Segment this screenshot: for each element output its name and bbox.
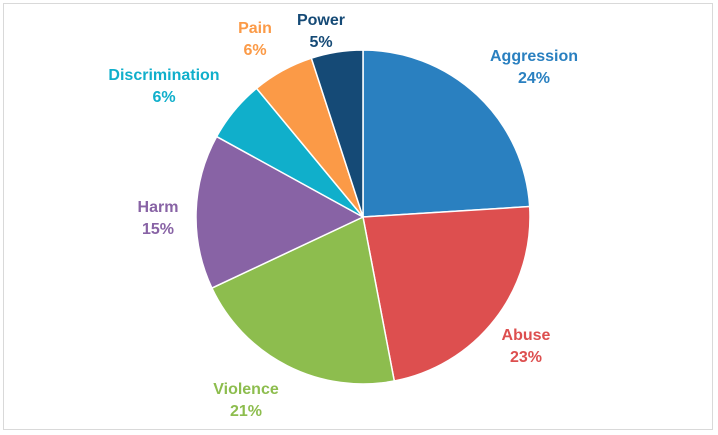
- chart-frame: Aggression 24% Abuse 23% Violence 21% Harm 15% D…: [3, 3, 713, 430]
- pie-slice-violence: [210, 215, 396, 385]
- pie-slice-harm: [195, 135, 365, 290]
- pie-slice-abuse: [362, 205, 531, 382]
- slice-value-harm: 15%: [142, 221, 174, 238]
- pie-slice-aggression: [362, 49, 531, 218]
- pie-slices: [195, 49, 531, 385]
- slice-label-harm: Harm: [138, 199, 179, 216]
- slice-value-pain: 6%: [243, 42, 266, 59]
- pie-slice-power: [310, 49, 364, 218]
- slice-value-discrimination: 6%: [152, 89, 175, 106]
- slice-label-violence: Violence: [213, 381, 279, 398]
- pie-chart: Aggression 24% Abuse 23% Violence 21% Harm 15% D…: [108, 12, 578, 420]
- slice-label-discrimination: Discrimination: [108, 67, 219, 84]
- pie-labels: Aggression 24% Abuse 23% Violence 21% Harm 15% D…: [108, 12, 578, 420]
- slice-label-abuse: Abuse: [502, 327, 551, 344]
- slice-value-aggression: 24%: [518, 70, 550, 87]
- slice-value-abuse: 23%: [510, 349, 542, 366]
- slice-value-power: 5%: [309, 34, 332, 51]
- slice-label-pain: Pain: [238, 20, 272, 37]
- slice-label-aggression: Aggression: [490, 48, 578, 65]
- slice-value-violence: 21%: [230, 403, 262, 420]
- slice-label-power: Power: [297, 12, 345, 29]
